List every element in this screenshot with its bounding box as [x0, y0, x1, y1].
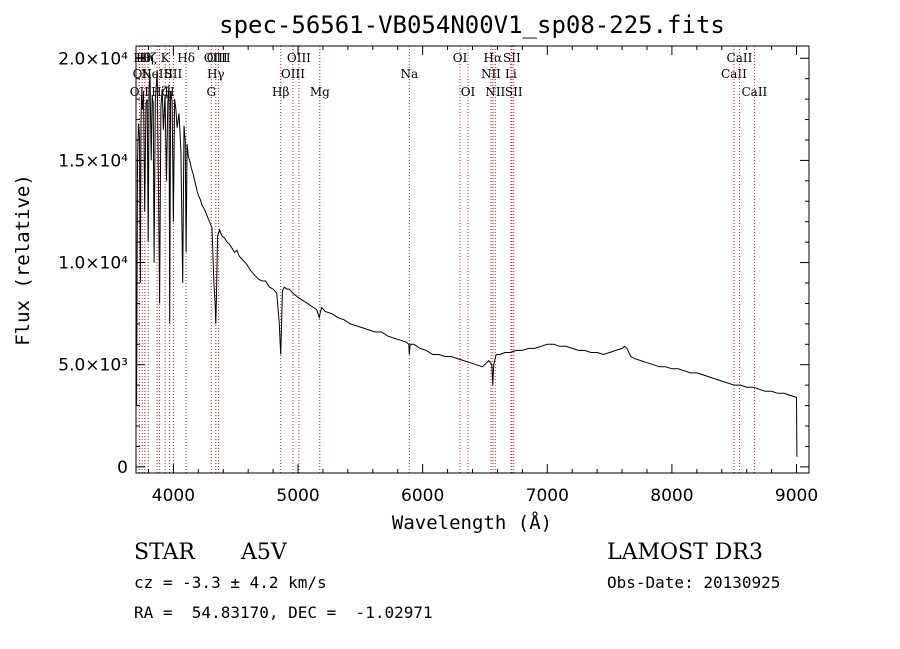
x-tick-label: 6000 [401, 486, 444, 506]
spectral-subclass: A5V [241, 540, 287, 565]
line-marker-label: Mg [310, 85, 330, 99]
x-tick-label: 8000 [650, 486, 693, 506]
line-marker-label: Hδ [177, 51, 195, 65]
survey-name: LAMOST DR3 [607, 540, 763, 565]
line-marker-label: OI [453, 51, 468, 65]
chart-title: spec-56561-VB054N00V1_sp08-225.fits [219, 11, 725, 39]
y-tick-label: 1.0×10⁴ [58, 254, 128, 274]
line-marker-label: CaII [741, 85, 767, 99]
line-marker-label: OI [461, 85, 476, 99]
line-marker-label: Li [505, 67, 517, 81]
line-marker-label: G [206, 85, 216, 99]
line-marker-label: Hγ [207, 67, 225, 81]
redshift-velocity: cz = -3.3 ± 4.2 km/s [134, 573, 327, 592]
line-marker-label: CaII [727, 51, 753, 65]
x-tick-label: 7000 [526, 486, 569, 506]
y-tick-label: 2.0×10⁴ [58, 49, 128, 69]
spectral-class: STAR [134, 540, 195, 565]
line-marker-label: SII [505, 85, 523, 99]
line-marker-label: SII [165, 67, 183, 81]
line-marker-label: OII [130, 85, 150, 99]
line-marker-label: OIII [281, 67, 305, 81]
line-marker-label: OII [133, 67, 153, 81]
x-tick-label: 5000 [276, 486, 319, 506]
line-marker-label: OIII [204, 51, 228, 65]
line-marker-label: Hβ [272, 85, 289, 99]
line-marker-label: NII [485, 85, 505, 99]
y-tick-label: 5.0×10³ [58, 356, 128, 376]
line-marker-label: Hζ [140, 51, 157, 65]
line-marker-label: K [161, 51, 171, 65]
y-axis-ticks: 0 5.0×10³ 1.0×10⁴ 1.5×10⁴ 2.0×10⁴ [58, 49, 809, 478]
line-marker-label: CaII [721, 67, 747, 81]
line-marker-label: H [164, 85, 174, 99]
x-tick-label: 9000 [775, 486, 818, 506]
line-marker-label: NII [481, 67, 501, 81]
spectrum-series-line [135, 70, 798, 457]
line-marker-label: OIII [207, 51, 231, 65]
x-axis-label: Wavelength (Å) [392, 511, 552, 534]
y-axis-label: Flux (relative) [12, 174, 34, 346]
line-marker-label: Hα [484, 51, 503, 65]
plot-frame [135, 45, 810, 474]
observation-date: Obs-Date: 20130925 [607, 573, 781, 592]
line-marker-label: OIII [287, 51, 311, 65]
line-marker-label: SII [503, 51, 521, 65]
x-tick-label: 4000 [152, 486, 195, 506]
spectral-line-markers: OIIHθOIIHηHζNeIIIHζKHSIIHδGOIIIHγOIIIHβO… [130, 46, 768, 473]
x-axis-ticks: 4000 5000 6000 7000 8000 9000 [147, 46, 818, 506]
y-tick-label: 0 [117, 458, 128, 478]
y-tick-label: 1.5×10⁴ [58, 151, 128, 171]
ra-dec-coordinates: RA = 54.83170, DEC = -1.02971 [134, 603, 433, 622]
line-marker-label: Na [400, 67, 418, 81]
